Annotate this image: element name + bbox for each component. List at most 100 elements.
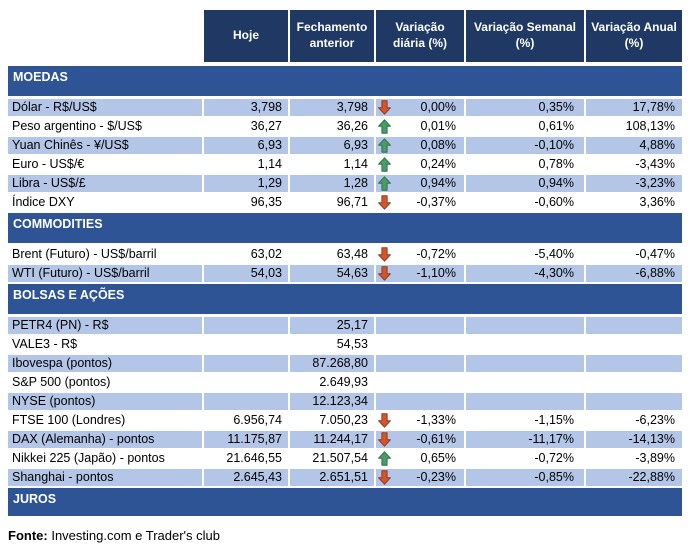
cell-variacao-diaria xyxy=(376,355,464,372)
cell-hoje xyxy=(204,374,288,391)
cell-label: Índice DXY xyxy=(8,194,202,211)
section-header-commodities: COMMODITIES xyxy=(8,213,682,243)
cell-label: Yuan Chinês - ¥/US$ xyxy=(8,137,202,154)
cell-hoje: 36,27 xyxy=(204,118,288,135)
table-row: PETR4 (PN) - R$ 25,17 xyxy=(8,317,682,334)
cell-variacao-anual: -3,23% xyxy=(586,175,682,192)
cell-fechamento-anterior: 2.649,93 xyxy=(290,374,374,391)
table-row: S&P 500 (pontos) 2.649,93 xyxy=(8,374,682,391)
cell-variacao-semanal: -5,40% xyxy=(466,246,584,263)
cell-variacao-semanal: 0,78% xyxy=(466,156,584,173)
cell-label: Nikkei 225 (Japão) - pontos xyxy=(8,450,202,467)
cell-label: DAX (Alemanha) - pontos xyxy=(8,431,202,448)
table-row: FTSE 100 (Londres) 6.956,74 7.050,23 -1,33%… xyxy=(8,412,682,429)
table-row: Yuan Chinês - ¥/US$ 6,93 6,93 0,08% -0,10% 4,… xyxy=(8,137,682,154)
cell-variacao-semanal: 0,35% xyxy=(466,99,584,116)
column-header-hoje: Hoje xyxy=(204,10,288,62)
table-row: WTI (Futuro) - US$/barril 54,03 54,63 -1,10… xyxy=(8,265,682,282)
cell-fechamento-anterior: 3,798 xyxy=(290,99,374,116)
cell-hoje: 3,798 xyxy=(204,99,288,116)
cell-label: Ibovespa (pontos) xyxy=(8,355,202,372)
cell-variacao-diaria xyxy=(376,393,464,410)
cell-variacao-anual: -0,47% xyxy=(586,246,682,263)
cell-variacao-diaria xyxy=(376,336,464,353)
cell-label: Brent (Futuro) - US$/barril xyxy=(8,246,202,263)
cell-variacao-diaria: 0,01% xyxy=(376,118,464,135)
corner-cell xyxy=(8,10,202,62)
cell-fechamento-anterior: 7.050,23 xyxy=(290,412,374,429)
cell-label: Peso argentino - $/US$ xyxy=(8,118,202,135)
column-header-variacao-semanal: Variação Semanal (%) xyxy=(466,10,584,62)
cell-label: NYSE (pontos) xyxy=(8,393,202,410)
cell-variacao-semanal xyxy=(466,393,584,410)
cell-variacao-semanal: -0,10% xyxy=(466,137,584,154)
cell-hoje: 21.646,55 xyxy=(204,450,288,467)
cell-fechamento-anterior: 54,63 xyxy=(290,265,374,282)
cell-variacao-semanal: 0,61% xyxy=(466,118,584,135)
cell-fechamento-anterior: 63,48 xyxy=(290,246,374,263)
cell-label: PETR4 (PN) - R$ xyxy=(8,317,202,334)
cell-variacao-diaria: 0,00% xyxy=(376,99,464,116)
table-row: Brent (Futuro) - US$/barril 63,02 63,48 -0,… xyxy=(8,246,682,263)
cell-label: Dólar - R$/US$ xyxy=(8,99,202,116)
cell-variacao-anual: -6,23% xyxy=(586,412,682,429)
section-title: BOLSAS E AÇÕES xyxy=(13,288,125,302)
cell-variacao-anual xyxy=(586,393,682,410)
arrow-down-icon xyxy=(378,247,391,262)
cell-variacao-anual: -22,88% xyxy=(586,469,682,486)
cell-hoje xyxy=(204,317,288,334)
cell-variacao-anual: 4,88% xyxy=(586,137,682,154)
cell-label: S&P 500 (pontos) xyxy=(8,374,202,391)
arrow-down-icon xyxy=(378,470,391,485)
cell-fechamento-anterior: 1,28 xyxy=(290,175,374,192)
cell-variacao-anual xyxy=(586,317,682,334)
cell-fechamento-anterior: 6,93 xyxy=(290,137,374,154)
cell-fechamento-anterior: 54,53 xyxy=(290,336,374,353)
arrow-up-icon xyxy=(378,176,391,191)
arrow-up-icon xyxy=(378,119,391,134)
cell-variacao-diaria: 0,65% xyxy=(376,450,464,467)
cell-variacao-diaria xyxy=(376,374,464,391)
arrow-down-icon xyxy=(378,100,391,115)
table-row: Nikkei 225 (Japão) - pontos 21.646,55 21.5… xyxy=(8,450,682,467)
cell-variacao-semanal: -4,30% xyxy=(466,265,584,282)
cell-variacao-diaria: -1,10% xyxy=(376,265,464,282)
cell-variacao-semanal: -1,15% xyxy=(466,412,584,429)
cell-hoje: 2.645,43 xyxy=(204,469,288,486)
cell-label: Euro - US$/€ xyxy=(8,156,202,173)
table-row: Índice DXY 96,35 96,71 -0,37% -0,60% 3,36% xyxy=(8,194,682,211)
cell-fechamento-anterior: 12.123,34 xyxy=(290,393,374,410)
cell-variacao-anual: 3,36% xyxy=(586,194,682,211)
arrow-down-icon xyxy=(378,266,391,281)
cell-variacao-anual: -3,89% xyxy=(586,450,682,467)
cell-variacao-anual: -14,13% xyxy=(586,431,682,448)
column-header-variacao-diaria: Variação diária (%) xyxy=(376,10,464,62)
arrow-down-icon xyxy=(378,432,391,447)
section-title: MOEDAS xyxy=(13,70,68,84)
section-title: COMMODITIES xyxy=(13,217,103,231)
cell-variacao-semanal: -0,72% xyxy=(466,450,584,467)
arrow-up-icon xyxy=(378,157,391,172)
cell-fechamento-anterior: 96,71 xyxy=(290,194,374,211)
cell-variacao-anual xyxy=(586,374,682,391)
cell-hoje: 54,03 xyxy=(204,265,288,282)
column-header-fechamento-anterior: Fechamento anterior xyxy=(290,10,374,62)
cell-variacao-semanal xyxy=(466,355,584,372)
cell-variacao-semanal xyxy=(466,317,584,334)
cell-fechamento-anterior: 36,26 xyxy=(290,118,374,135)
table-row: NYSE (pontos) 12.123,34 xyxy=(8,393,682,410)
cell-variacao-diaria: -0,72% xyxy=(376,246,464,263)
cell-variacao-semanal: -0,60% xyxy=(466,194,584,211)
cell-variacao-semanal: 0,94% xyxy=(466,175,584,192)
section-header-bolsas-e-acoes: BOLSAS E AÇÕES xyxy=(8,284,682,314)
cell-hoje: 6.956,74 xyxy=(204,412,288,429)
source-note: Fonte: Investing.com e Trader's club xyxy=(8,528,682,543)
cell-fechamento-anterior: 11.244,17 xyxy=(290,431,374,448)
cell-variacao-diaria: -0,37% xyxy=(376,194,464,211)
cell-variacao-anual: 108,13% xyxy=(586,118,682,135)
cell-label: Shanghai - pontos xyxy=(8,469,202,486)
cell-variacao-anual: 17,78% xyxy=(586,99,682,116)
cell-variacao-diaria: -0,61% xyxy=(376,431,464,448)
table-row: DAX (Alemanha) - pontos 11.175,87 11.244,1… xyxy=(8,431,682,448)
cell-label: Libra - US$/£ xyxy=(8,175,202,192)
